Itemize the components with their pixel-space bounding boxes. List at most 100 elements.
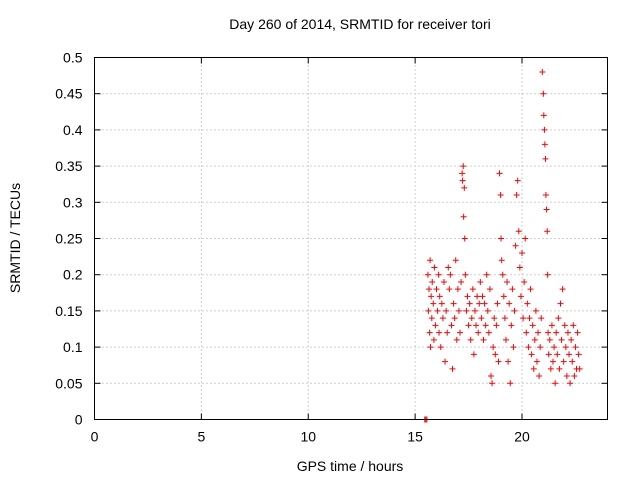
data-point	[524, 300, 531, 307]
data-point	[424, 271, 431, 278]
data-point	[536, 373, 543, 380]
data-point	[570, 322, 577, 329]
data-point	[499, 271, 506, 278]
data-point	[486, 286, 493, 293]
data-point	[506, 300, 513, 307]
data-point	[555, 315, 562, 322]
x-tick-label: 20	[514, 429, 530, 445]
data-point	[453, 336, 460, 343]
data-point	[560, 358, 567, 365]
y-tick-label: 0.1	[63, 339, 83, 355]
data-point	[490, 344, 497, 351]
data-point	[557, 300, 564, 307]
data-point	[489, 380, 496, 387]
data-point	[492, 351, 499, 358]
data-point	[428, 315, 435, 322]
data-point	[544, 271, 551, 278]
data-point	[439, 315, 446, 322]
data-point	[467, 336, 474, 343]
data-point	[452, 257, 459, 264]
data-point	[542, 155, 549, 162]
data-point	[538, 315, 545, 322]
data-point	[474, 293, 481, 300]
x-axis-label: GPS time / hours	[297, 458, 404, 474]
data-point	[566, 351, 573, 358]
data-point	[445, 264, 452, 271]
data-point	[430, 300, 437, 307]
data-point	[496, 170, 503, 177]
data-point	[465, 322, 472, 329]
data-point	[571, 373, 578, 380]
data-point	[435, 271, 442, 278]
data-point	[572, 344, 579, 351]
data-point	[544, 228, 551, 235]
data-point	[443, 307, 450, 314]
y-tick-label: 0.35	[55, 158, 82, 174]
data-point	[461, 235, 468, 242]
y-axis-label: SRMTID / TECUs	[7, 183, 23, 293]
data-point	[537, 344, 544, 351]
data-point	[468, 315, 475, 322]
data-point	[429, 278, 436, 285]
x-tick-label: 15	[407, 429, 423, 445]
data-point	[485, 329, 492, 336]
data-point	[575, 351, 582, 358]
data-point	[427, 257, 434, 264]
data-point	[483, 271, 490, 278]
data-point	[545, 329, 552, 336]
data-point	[501, 315, 508, 322]
data-point	[476, 300, 483, 307]
y-axis-tick-labels: 0 0.05 0.1 0.15 0.2 0.25 0.3 0.35 0.4 0.45 0.5	[55, 50, 82, 428]
data-point	[549, 358, 556, 365]
data-point	[437, 344, 444, 351]
data-point	[525, 344, 532, 351]
data-point	[480, 336, 487, 343]
data-point	[516, 264, 523, 271]
data-point	[475, 329, 482, 336]
data-point	[554, 351, 561, 358]
data-point	[479, 293, 486, 300]
data-point	[436, 329, 443, 336]
data-point	[515, 228, 522, 235]
data-point	[562, 344, 569, 351]
data-point	[529, 322, 536, 329]
data-point	[533, 358, 540, 365]
data-point	[510, 344, 517, 351]
data-point	[425, 307, 432, 314]
data-point	[426, 329, 433, 336]
data-point	[463, 307, 470, 314]
data-point	[531, 336, 538, 343]
y-tick-label: 0.2	[63, 267, 83, 283]
data-point	[469, 286, 476, 293]
data-point	[440, 278, 447, 285]
data-point	[511, 307, 518, 314]
grid-lines	[94, 57, 608, 420]
data-point	[454, 286, 461, 293]
data-point	[567, 380, 574, 387]
data-point	[513, 192, 520, 199]
data-point	[430, 336, 437, 343]
chart-title: Day 260 of 2014, SRMTID for receiver tor…	[229, 16, 490, 32]
data-point	[427, 344, 434, 351]
data-point	[498, 235, 505, 242]
data-point	[498, 257, 505, 264]
data-point	[432, 322, 439, 329]
y-tick-label: 0.3	[63, 194, 83, 210]
y-tick-label: 0.15	[55, 303, 82, 319]
data-point	[459, 170, 466, 177]
x-tick-label: 5	[197, 429, 205, 445]
data-point	[434, 307, 441, 314]
data-point	[561, 322, 568, 329]
data-point	[428, 293, 435, 300]
data-point	[488, 373, 495, 380]
data-point	[447, 271, 454, 278]
data-point	[505, 358, 512, 365]
data-point	[458, 278, 465, 285]
data-point	[461, 184, 468, 191]
data-point	[484, 307, 491, 314]
data-point	[559, 286, 566, 293]
data-point	[426, 286, 433, 293]
y-tick-label: 0.4	[63, 122, 83, 138]
data-point	[563, 373, 570, 380]
data-point	[535, 329, 542, 336]
